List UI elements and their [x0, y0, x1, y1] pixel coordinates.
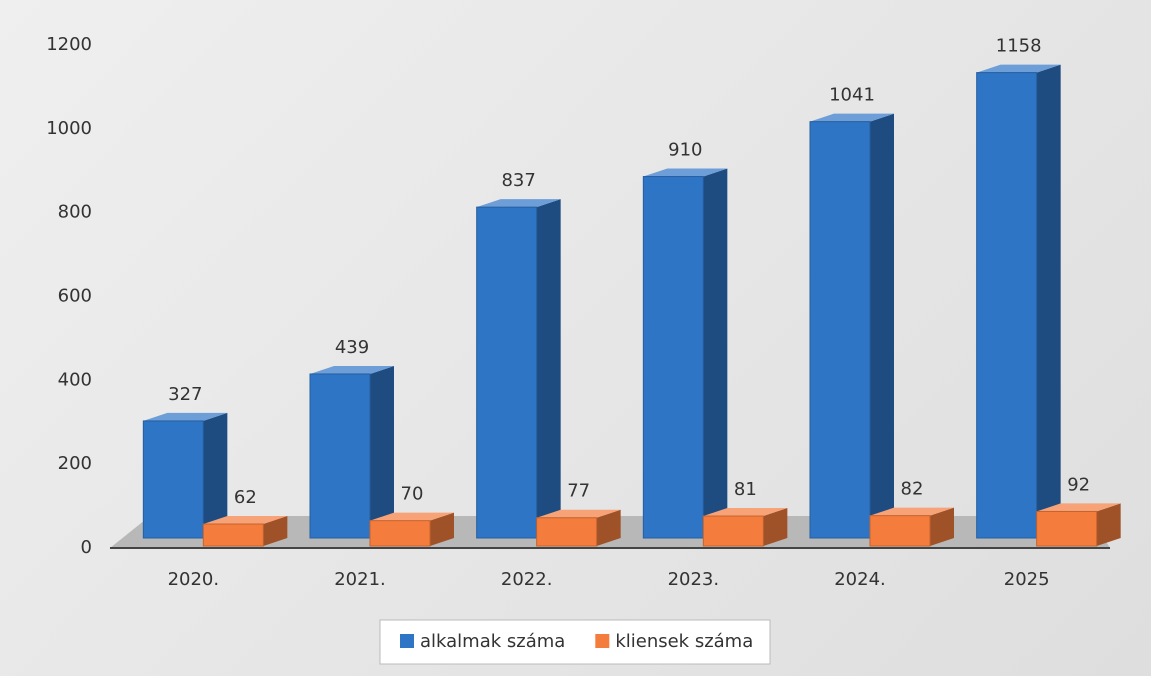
x-tick-label: 2023.	[668, 569, 720, 590]
bar-side	[203, 412, 228, 538]
bar-top	[536, 509, 621, 518]
data-label: 70	[401, 484, 424, 505]
bar-top	[310, 365, 394, 374]
x-tick-label: 2020.	[168, 569, 220, 590]
y-tick-label: 600	[58, 286, 92, 307]
legend-label: alkalmak száma	[420, 631, 565, 652]
legend-box	[379, 619, 771, 665]
bar-top	[203, 516, 288, 525]
data-label: 92	[1067, 474, 1090, 495]
data-label: 62	[234, 487, 257, 508]
bar-side	[1036, 64, 1061, 538]
bar	[309, 373, 371, 539]
y-tick-label: 1000	[46, 118, 92, 139]
bar	[869, 515, 931, 547]
legend-label: kliensek száma	[615, 631, 753, 652]
bar	[976, 72, 1038, 539]
bar	[1036, 510, 1098, 547]
bar-top	[1036, 503, 1121, 512]
bar	[202, 523, 264, 547]
y-tick-label: 400	[58, 369, 92, 390]
data-label: 327	[168, 384, 202, 405]
data-label: 439	[335, 337, 369, 358]
bar-side	[703, 168, 728, 538]
data-label: 910	[668, 140, 702, 161]
bar-side	[430, 512, 454, 546]
x-tick-label: 2022.	[501, 569, 553, 590]
bar-side	[870, 113, 894, 539]
bar-top	[143, 412, 228, 421]
y-tick-label: 0	[81, 537, 92, 558]
bar-top	[703, 508, 788, 517]
bar-side	[930, 507, 954, 546]
data-label: 837	[501, 170, 535, 191]
bar	[142, 420, 204, 539]
x-tick-label: 2024.	[834, 569, 886, 590]
bar-top	[870, 507, 954, 516]
bar-side	[263, 516, 288, 546]
y-tick-label: 200	[58, 453, 92, 474]
bar	[809, 121, 871, 539]
bar-side	[763, 508, 788, 546]
legend-swatch	[400, 634, 414, 648]
bar-top	[810, 113, 894, 122]
data-label: 1158	[996, 36, 1042, 57]
bar-side	[1096, 503, 1121, 546]
bar	[702, 515, 764, 547]
data-label: 82	[901, 479, 924, 500]
bar-top	[370, 512, 454, 521]
y-tick-label: 1200	[46, 34, 92, 55]
bar	[369, 520, 431, 547]
bar-top	[976, 64, 1061, 73]
data-label: 81	[734, 479, 757, 500]
bar	[476, 206, 538, 539]
y-tick-label: 800	[58, 202, 92, 223]
x-tick-label: 2021.	[334, 569, 386, 590]
bar	[536, 517, 598, 547]
bar-top	[476, 199, 561, 208]
bar-side	[536, 199, 561, 538]
data-label: 77	[567, 481, 590, 502]
bar-side	[596, 509, 621, 546]
x-tick-label: 2025	[1004, 569, 1050, 590]
legend-swatch	[595, 634, 610, 648]
bar-side	[370, 365, 394, 538]
bar	[642, 176, 704, 539]
bar-top	[643, 168, 728, 177]
data-label: 1041	[829, 85, 875, 106]
